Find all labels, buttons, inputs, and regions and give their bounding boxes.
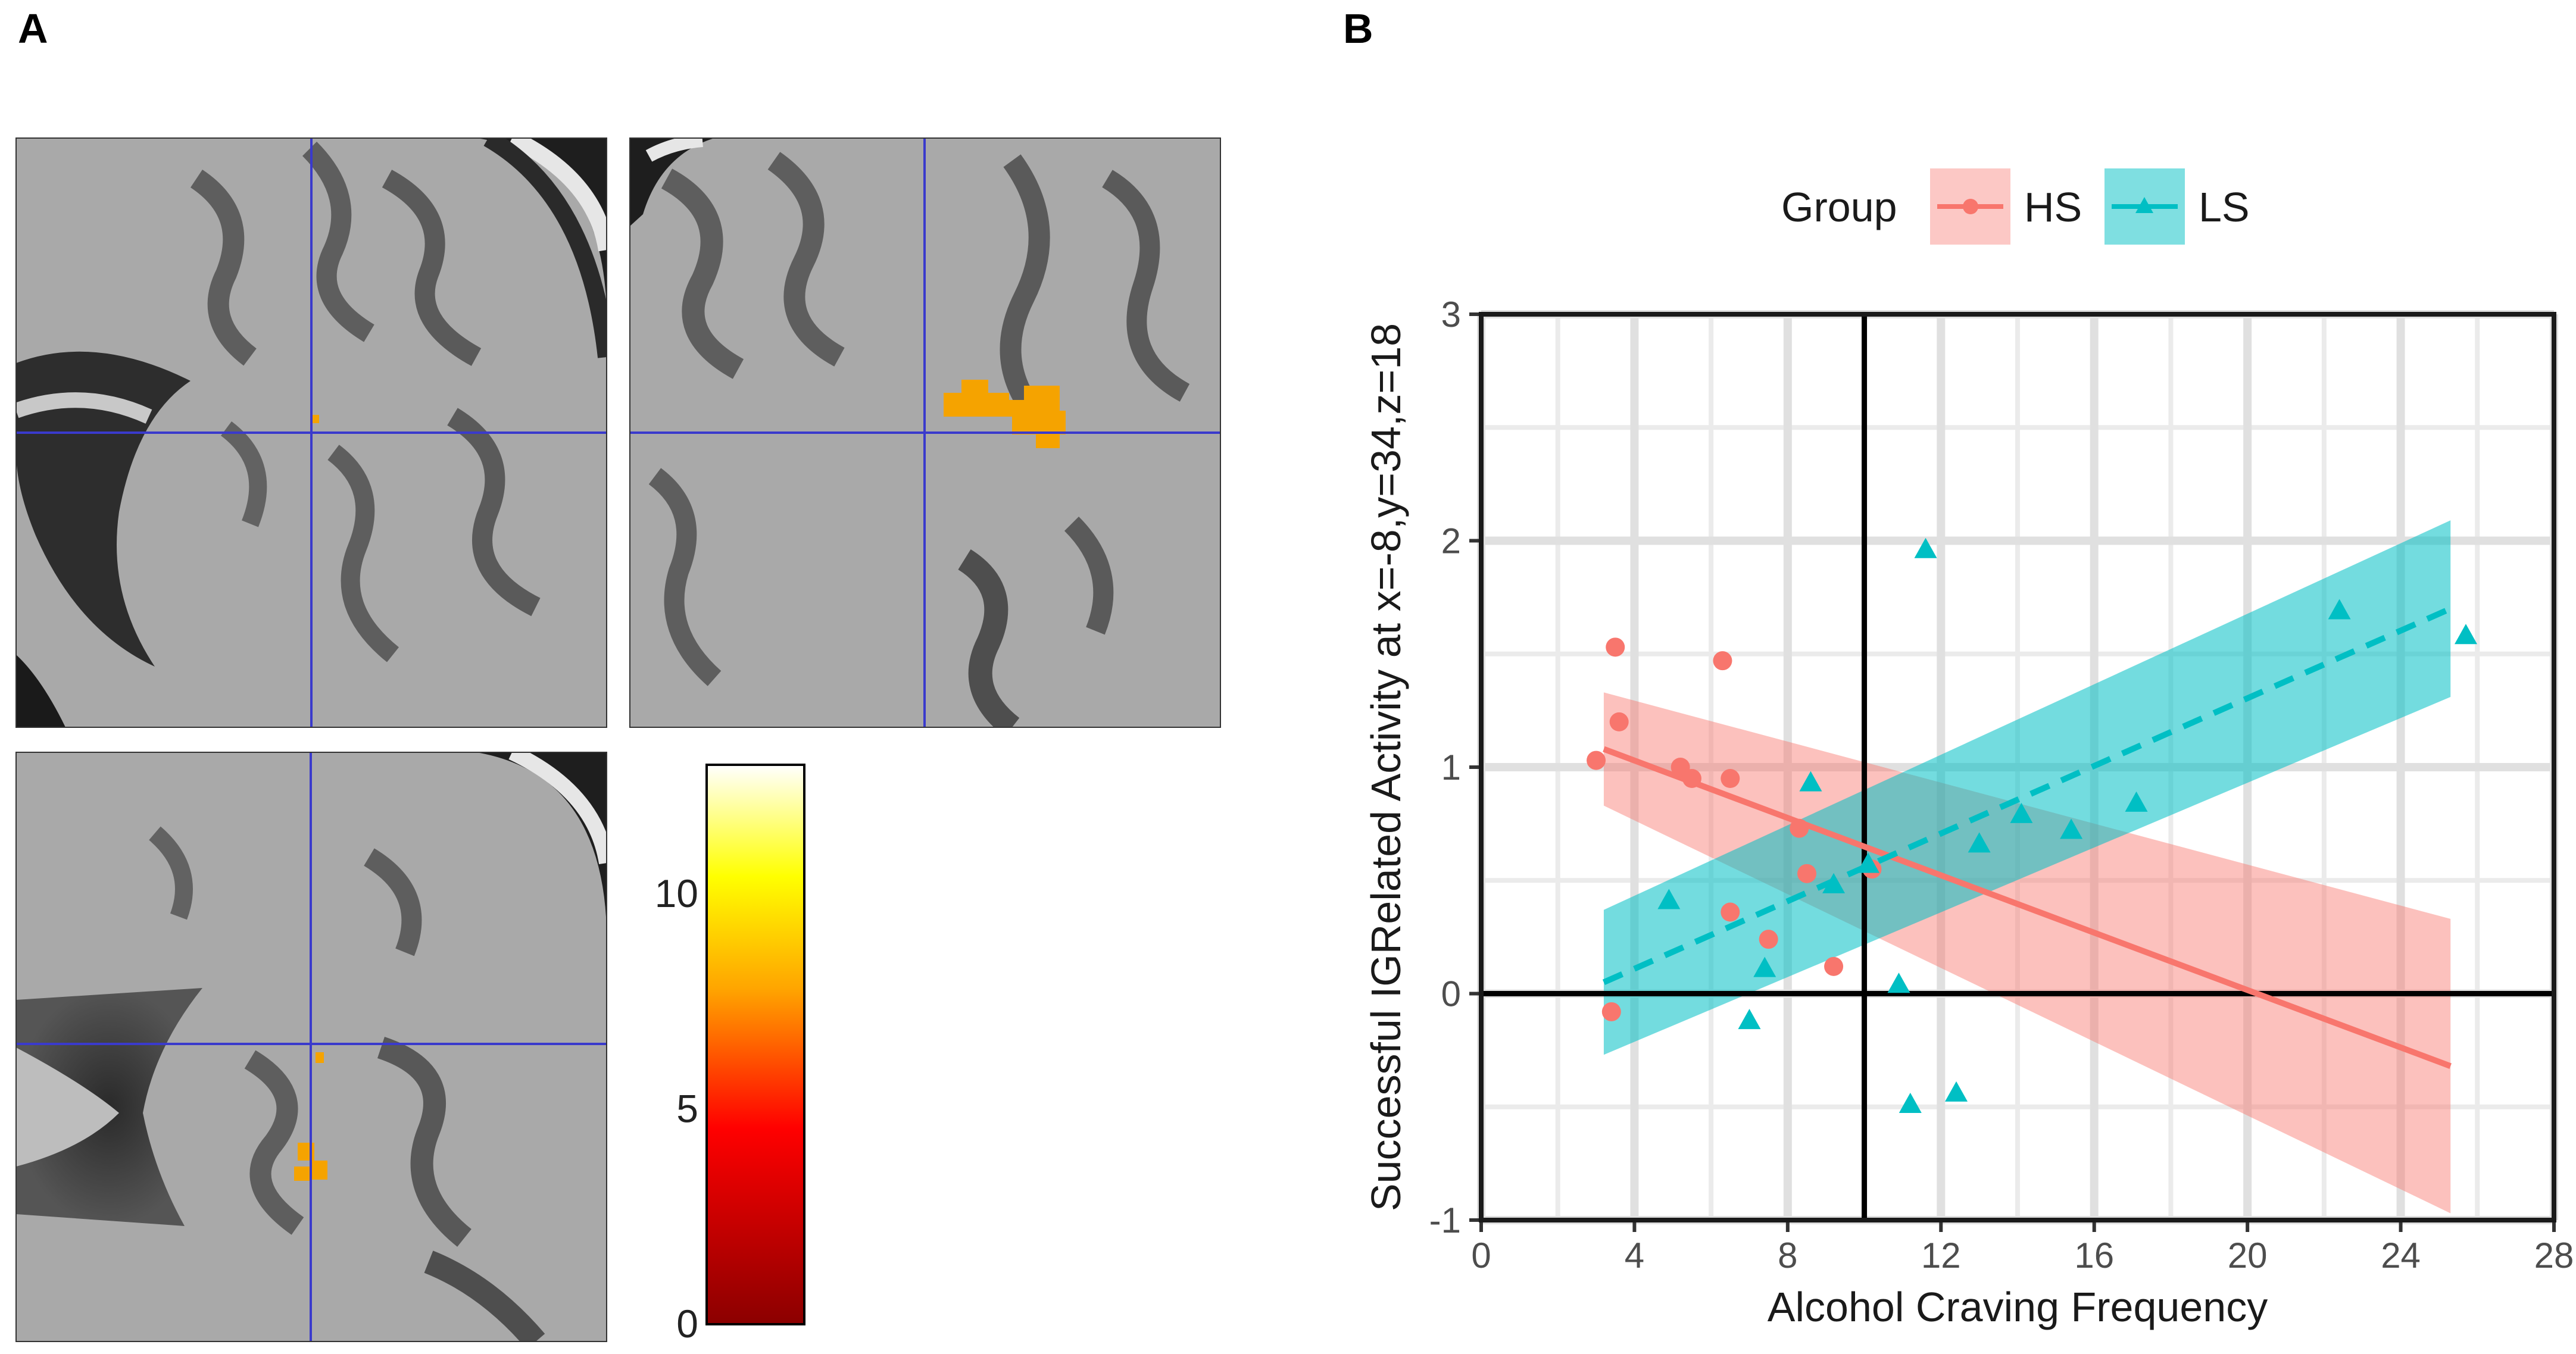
data-point-hs [1790,818,1809,838]
legend-title: Group [1781,184,1897,230]
data-point-hs [1721,769,1740,789]
data-point-ls [1968,832,1991,853]
fit-line-ls [1602,606,2452,986]
legend-marker-hs [1963,199,1978,214]
panel-a-letter: A [18,5,48,52]
y-tick-label: -1 [1429,1200,1461,1240]
data-point-ls [2060,818,2083,839]
y-tick-label: 1 [1441,748,1461,787]
activation-cluster [312,415,319,423]
data-point-ls [2010,802,2033,823]
data-point-ls [1899,1092,1922,1113]
x-tick-label: 8 [1778,1236,1797,1275]
x-tick-label: 28 [2534,1236,2574,1275]
activation-cluster [944,380,1066,448]
data-point-ls [1822,873,1846,893]
legend-marker-ls [2135,197,2153,213]
y-tick-label: 2 [1441,521,1461,561]
data-point-hs [1609,712,1629,731]
data-point-hs [1721,902,1740,922]
data-point-hs [1601,1002,1621,1021]
data-point-ls [2454,624,2477,645]
data-point-ls [1657,889,1681,909]
ci-band-ls [1603,520,2451,1055]
colorbar-gradient [705,764,805,1325]
data-point-ls [1738,1009,1761,1030]
data-point-ls [1945,1081,1968,1102]
data-point-ls [1753,956,1776,977]
x-tick-label: 12 [1921,1236,1961,1275]
y-axis-label: Successful IGRelated Activity at x=-8,y=… [1363,323,1409,1211]
legend-label-hs: HS [2024,184,2082,230]
fit-line-hs [1603,746,2452,1069]
x-tick-label: 16 [2074,1236,2114,1275]
data-point-hs [1759,930,1778,949]
plot-border [1479,312,2556,1222]
data-point-hs [1587,751,1606,770]
legend: Group HS LS [1781,168,2250,245]
colorbar-tick-label: 5 [676,1086,698,1130]
data-point-ls [1857,852,1880,873]
coronal-slice [630,138,1220,727]
x-tick-label: 4 [1625,1236,1644,1275]
x-tick-label: 24 [2381,1236,2421,1275]
legend-entry-hs: HS [1930,168,2082,245]
data-point-hs [1606,637,1625,657]
data-point-ls [1914,537,1937,558]
x-axis-label: Alcohol Craving Frequency [1768,1284,2268,1330]
data-point-hs [1824,956,1844,976]
x-tick-label: 0 [1471,1236,1491,1275]
colorbar: 10 5 0 [655,764,805,1346]
data-point-hs [1682,769,1701,789]
data-point-hs [1713,651,1732,671]
data-point-ls [1799,771,1822,792]
sagittal-slice [16,138,607,727]
data-point-hs [1797,864,1817,883]
panel-b-letter: B [1343,5,1373,52]
x-tick-label: 20 [2228,1236,2268,1275]
data-point-ls [2125,791,2148,812]
legend-entry-ls: LS [2104,168,2250,245]
colorbar-tick-label: 10 [655,871,698,915]
colorbar-tick-label: 0 [676,1302,698,1346]
data-point-ls [1887,972,1910,993]
legend-label-ls: LS [2199,184,2250,230]
axial-slice [16,752,607,1342]
y-tick-label: 3 [1441,295,1461,334]
data-point-ls [2328,599,2351,620]
y-tick-label: 0 [1441,974,1461,1014]
